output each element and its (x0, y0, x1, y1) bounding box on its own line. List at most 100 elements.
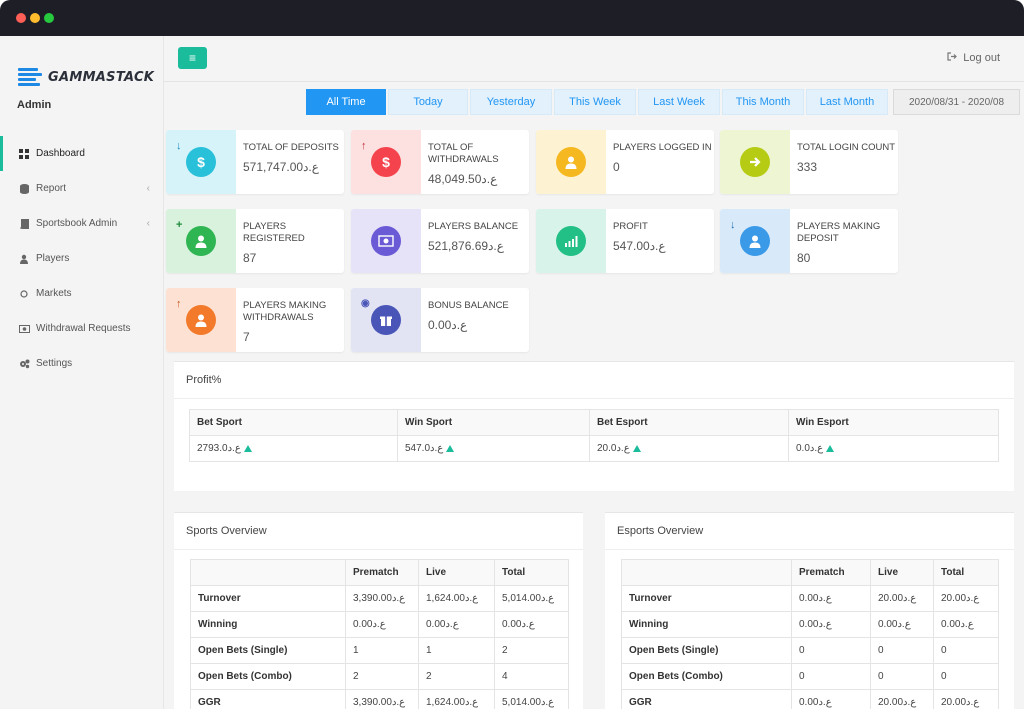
table-row: Winning 0.00ع.د 0.00ع.د 0.00ع.د (190, 611, 569, 638)
table-cell: 3,390.00ع.د (345, 689, 419, 709)
stat-card-total-withdrawals[interactable]: $ ↑ TOTAL OF WITHDRAWALS 48,049.50ع.د (351, 130, 529, 194)
stat-card-players-registered[interactable]: + PLAYERS REGISTERED 87 (166, 209, 344, 273)
stat-card-players-balance[interactable]: PLAYERS BALANCE 521,876.69ع.د (351, 209, 529, 273)
sidebar-item-report[interactable]: Report ‹ (0, 171, 164, 206)
sidebar-item-label: Sportsbook Admin (36, 218, 118, 229)
stat-card-players-logged-in[interactable]: PLAYERS LOGGED IN 0 (536, 130, 714, 194)
sidebar-item-markets[interactable]: Markets (0, 276, 164, 311)
stat-icon-wrap: $ ↓ (166, 130, 236, 194)
stat-card-bonus-balance[interactable]: ◉ BONUS BALANCE 0.00ع.د (351, 288, 529, 352)
divider (605, 549, 1014, 550)
table-cell: 0.00ع.د (791, 585, 871, 612)
stat-value: 48,049.50ع.د (428, 172, 498, 186)
book-icon (18, 218, 30, 230)
logout-label: Log out (963, 52, 1000, 64)
table-cell: 1,624.00ع.د (418, 585, 495, 612)
table-cell: 3,390.00ع.د (345, 585, 419, 612)
profit-table: Bet Sport Win Sport Bet Esport Win Espor… (189, 409, 999, 462)
stat-value: 0 (613, 160, 620, 174)
sidebar-item-withdrawal-requests[interactable]: Withdrawal Requests (0, 311, 164, 346)
sidebar: GAMMASTACK Admin Dashboard Report ‹ (0, 36, 164, 709)
tab-this-week[interactable]: This Week (554, 89, 636, 115)
bar-chart-icon (556, 226, 586, 256)
stat-card-players-making-deposit[interactable]: ↓ PLAYERS MAKING DEPOSIT 80 (720, 209, 898, 273)
sidebar-item-label: Report (36, 183, 67, 194)
panel-title: Profit% (186, 374, 222, 386)
stat-value: 0.00ع.د (428, 318, 468, 332)
table-row: GGR 0.00ع.د 20.00ع.د 20.00ع.د (621, 689, 999, 709)
table-row: Open Bets (Single) 1 1 2 (190, 637, 569, 664)
cogs-icon (18, 358, 30, 370)
column-header: Live (870, 559, 934, 586)
table-cell: 0.00ع.د (791, 611, 871, 638)
tab-this-month[interactable]: This Month (722, 89, 804, 115)
column-header: Bet Esport (589, 409, 789, 436)
sidebar-item-sportsbook-admin[interactable]: Sportsbook Admin ‹ (0, 206, 164, 241)
user-deposit-icon: ↓ (730, 219, 770, 256)
stat-card-total-login-count[interactable]: TOTAL LOGIN COUNT 333 (720, 130, 898, 194)
sidebar-item-settings[interactable]: Settings (0, 346, 164, 381)
table-cell: 0 (933, 637, 999, 664)
sidebar-item-dashboard[interactable]: Dashboard (0, 136, 164, 171)
stat-card-profit[interactable]: PROFIT 547.00ع.د (536, 209, 714, 273)
tab-yesterday[interactable]: Yesterday (470, 89, 552, 115)
maximize-window-dot[interactable] (44, 13, 54, 23)
divider (174, 398, 1014, 399)
table-cell: 0.00ع.د (791, 689, 871, 709)
table-cell: 20.00ع.د (870, 689, 934, 709)
table-cell: 0 (870, 663, 934, 690)
stat-icon-wrap: ◉ (351, 288, 421, 352)
row-label: Turnover (190, 585, 346, 612)
table-row: Turnover 0.00ع.د 20.00ع.د 20.00ع.د (621, 585, 999, 612)
chevron-left-icon: ‹ (146, 218, 150, 229)
money-icon (371, 226, 401, 256)
table-row: Open Bets (Single) 0 0 0 (621, 637, 999, 664)
column-header: Total (494, 559, 569, 586)
table-cell: 0.0ع.د (788, 435, 999, 462)
date-range-picker[interactable]: 2020/08/31 - 2020/08 (893, 89, 1020, 115)
dollar-deposit-icon: $ ↓ (176, 140, 216, 177)
tab-all-time[interactable]: All Time (306, 89, 386, 115)
stat-value: 521,876.69ع.د (428, 239, 504, 253)
tab-last-month[interactable]: Last Month (806, 89, 888, 115)
hamburger-icon: ≡ (188, 51, 196, 65)
stat-value: 7 (243, 330, 250, 344)
table-cell: 20.00ع.د (870, 585, 934, 612)
stat-card-players-making-withdrawals[interactable]: ↑ PLAYERS MAKING WITHDRAWALS 7 (166, 288, 344, 352)
user-icon (556, 147, 586, 177)
table-row: 2793.0ع.د 547.0ع.د 20.0ع.د 0.0ع.د (189, 435, 999, 462)
sidebar-nav: Dashboard Report ‹ Sportsbook Admin ‹ (0, 136, 164, 381)
table-row: Winning 0.00ع.د 0.00ع.د 0.00ع.د (621, 611, 999, 638)
user-add-icon: + (176, 219, 216, 256)
sidebar-item-players[interactable]: Players (0, 241, 164, 276)
table-cell: 0 (791, 637, 871, 664)
minimize-window-dot[interactable] (30, 13, 40, 23)
stat-icon-wrap (536, 130, 606, 194)
column-header: Prematch (345, 559, 419, 586)
close-window-dot[interactable] (16, 13, 26, 23)
row-label: GGR (621, 689, 792, 709)
sign-out-icon (947, 52, 958, 64)
row-label: Open Bets (Single) (190, 637, 346, 664)
stat-card-total-deposits[interactable]: $ ↓ TOTAL OF DEPOSITS 571,747.00ع.د (166, 130, 344, 194)
tab-today[interactable]: Today (388, 89, 468, 115)
trend-up-icon (446, 444, 455, 452)
stat-label: PLAYERS REGISTERED (243, 221, 305, 244)
table-cell: 1 (418, 637, 495, 664)
menu-toggle-button[interactable]: ≡ (178, 47, 207, 69)
cell-value: 0.0ع.د (796, 443, 824, 454)
tab-last-week[interactable]: Last Week (638, 89, 720, 115)
table-cell: 20.00ع.د (933, 585, 999, 612)
logout-link[interactable]: Log out (947, 52, 1000, 64)
logo[interactable]: GAMMASTACK (18, 68, 154, 86)
table-row: Open Bets (Combo) 0 0 0 (621, 663, 999, 690)
gift-icon: ◉ (361, 298, 401, 335)
row-label: Winning (190, 611, 346, 638)
column-header: Prematch (791, 559, 871, 586)
stat-value: 80 (797, 251, 811, 265)
table-cell: 4 (494, 663, 569, 690)
cell-value: 20.0ع.د (597, 443, 630, 454)
table-cell: 0.00ع.د (933, 611, 999, 638)
user-withdraw-icon: ↑ (176, 298, 216, 335)
